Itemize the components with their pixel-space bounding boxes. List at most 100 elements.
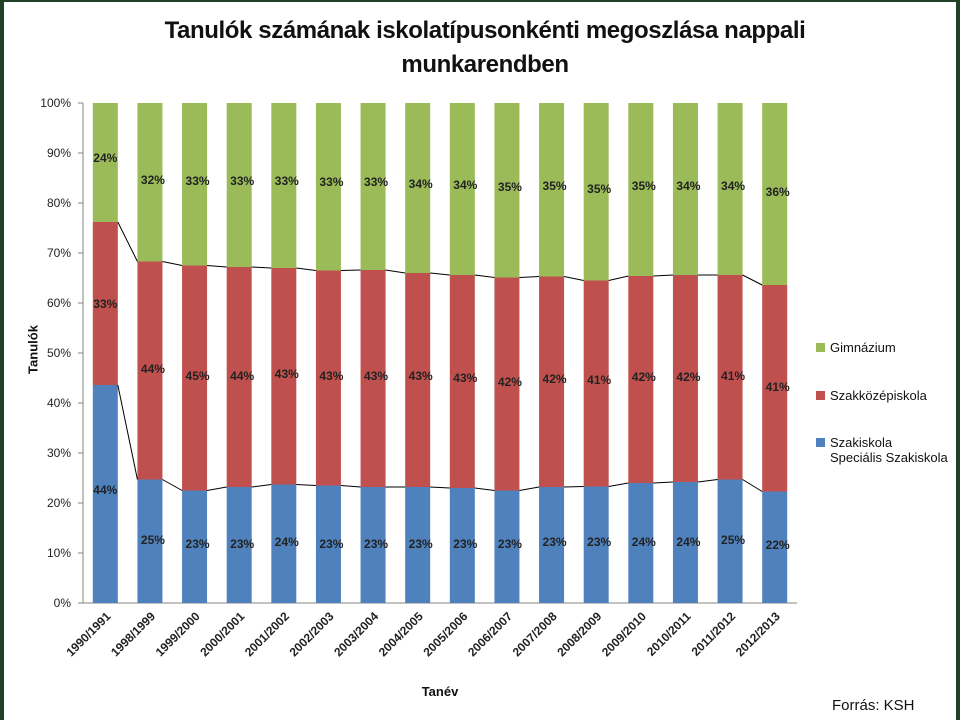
bar-szakiskola [628,483,654,603]
data-label: 43% [275,367,299,381]
bar-gimn-zium [360,103,386,270]
x-tick-label: 2003/2004 [331,609,381,659]
x-tick-label: 2008/2009 [554,609,604,659]
legend-label-szakkozepiskola: Szakközépiskola [830,388,927,403]
data-label: 44% [93,483,117,497]
data-label: 45% [186,369,210,383]
bar-szakk-z-piskola [539,276,565,487]
data-label: 25% [721,533,745,547]
data-label: 35% [587,182,611,196]
data-label: 42% [676,370,700,384]
bar-szakk-z-piskola [494,277,520,491]
bar-szakk-z-piskola [315,270,341,486]
data-label: 23% [587,535,611,549]
data-label: 41% [721,369,745,383]
data-label: 42% [498,375,522,389]
data-label: 35% [498,180,522,194]
y-tick-label: 100% [40,96,71,110]
bar-szakiskola [92,385,118,603]
bar-gimn-zium [717,103,743,275]
x-tick-label: 1999/2000 [153,609,203,659]
bar-szakk-z-piskola [672,275,698,482]
data-label: 43% [319,369,343,383]
x-tick-label: 2002/2003 [287,609,337,659]
series-line [653,481,673,484]
y-tick-label: 10% [47,546,71,560]
series-line [207,265,227,268]
x-tick-label: 2006/2007 [465,609,515,659]
x-tick-label: 1998/1999 [108,609,158,659]
data-label: 23% [543,535,567,549]
x-tick-label: 2005/2006 [420,609,470,659]
bar-gimn-zium [271,103,297,268]
data-label: 33% [364,175,388,189]
data-label: 33% [186,174,210,188]
y-tick-label: 70% [47,246,71,260]
series-line [340,485,361,488]
data-label: 24% [93,151,117,165]
data-label: 41% [766,380,790,394]
series-line [162,479,183,491]
x-axis-label: Tanév [421,684,459,699]
series-line [563,276,584,281]
series-line [430,486,450,489]
data-label: 23% [498,537,522,551]
data-label: 44% [230,369,254,383]
y-tick-label: 30% [47,446,71,460]
bar-gimn-zium [92,103,118,222]
y-tick-label: 50% [47,346,71,360]
bar-gimn-zium [762,103,788,285]
source-note: Forrás: KSH [832,697,915,714]
data-label: 34% [721,179,745,193]
bar-gimn-zium [315,103,341,271]
data-label: 25% [141,533,165,547]
data-label: 24% [275,535,299,549]
series-line [340,269,361,271]
x-tick-label: 2004/2005 [376,609,426,659]
data-label: 43% [409,369,433,383]
series-line [117,384,138,480]
x-tick-label: 1990/1991 [63,609,113,659]
chart-title: Tanulók számának iskolatípusonkénti mego… [164,17,806,78]
data-label: 33% [230,174,254,188]
data-label: 36% [766,185,790,199]
bar-szakiskola [405,487,431,603]
bar-szakiskola [494,490,520,603]
bar-gimn-zium [539,103,565,277]
bar-gimn-zium [583,103,609,281]
data-label: 43% [364,369,388,383]
legend-label-gimnazium: Gimnázium [830,340,896,355]
bar-gimn-zium [137,103,163,262]
bar-szakiskola [315,485,341,603]
data-label: 24% [632,535,656,549]
bar-szakk-z-piskola [405,273,431,487]
bar-szakk-z-piskola [762,285,788,492]
series-line [296,484,316,486]
series-line [608,482,629,487]
data-label: 22% [766,538,790,552]
data-label: 32% [141,173,165,187]
bar-gimn-zium [226,103,252,267]
bar-szakk-z-piskola [360,270,386,487]
data-label: 23% [453,537,477,551]
series-line [742,274,763,286]
bar-szakk-z-piskola [182,265,208,491]
y-tick-label: 20% [47,496,71,510]
bar-gimn-zium [628,103,654,276]
data-label: 23% [319,537,343,551]
data-label: 24% [676,535,700,549]
bar-szakk-z-piskola [717,275,743,480]
data-label: 34% [409,177,433,191]
bar-szakk-z-piskola [583,280,609,487]
y-tick-label: 60% [47,296,71,310]
data-label: 33% [275,174,299,188]
series-line [608,275,629,281]
data-label: 35% [543,179,567,193]
data-label: 44% [141,362,165,376]
data-label: 42% [543,372,567,386]
data-label: 33% [319,175,343,189]
data-label: 23% [364,537,388,551]
x-tick-label: 2001/2002 [242,609,292,659]
